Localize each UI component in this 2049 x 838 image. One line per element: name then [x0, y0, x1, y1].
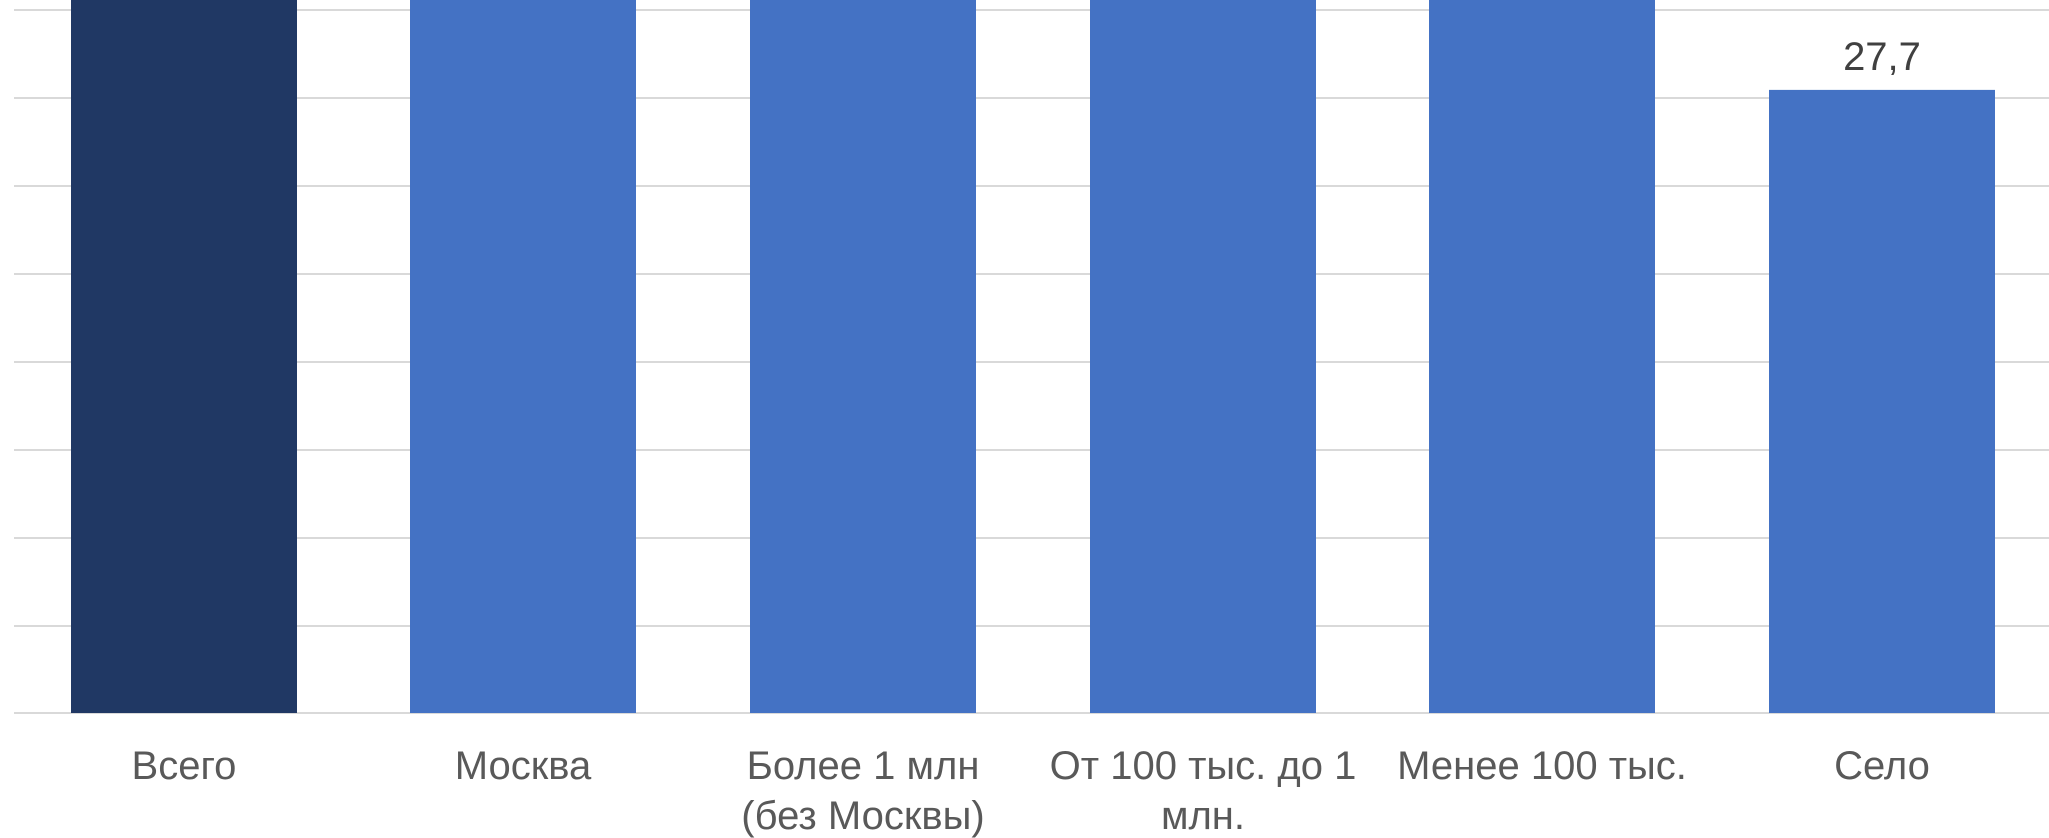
category-labels: Всего Москва Более 1 млн (без Москвы) От 100… [132, 744, 1930, 838]
bar [1429, 0, 1655, 713]
gridlines [14, 9, 2049, 714]
bar [1090, 0, 1316, 713]
data-labels: 3031,830,730,730,327,7 [1843, 35, 1921, 79]
tick-label: Москва [455, 744, 592, 788]
data-label: 27,7 [1843, 35, 1921, 79]
tick-label: Всего [132, 744, 237, 788]
bar [410, 0, 636, 713]
bars [71, 0, 1995, 713]
tick-label: Более 1 млн (без Москвы) [741, 744, 984, 838]
tick-label: Менее 100 тыс. [1397, 744, 1687, 788]
bar [750, 0, 976, 713]
tick-label: Село [1834, 744, 1930, 788]
bar [71, 0, 297, 713]
bar [1769, 89, 1995, 713]
tick-label: От 100 тыс. до 1 млн. [1050, 744, 1357, 838]
